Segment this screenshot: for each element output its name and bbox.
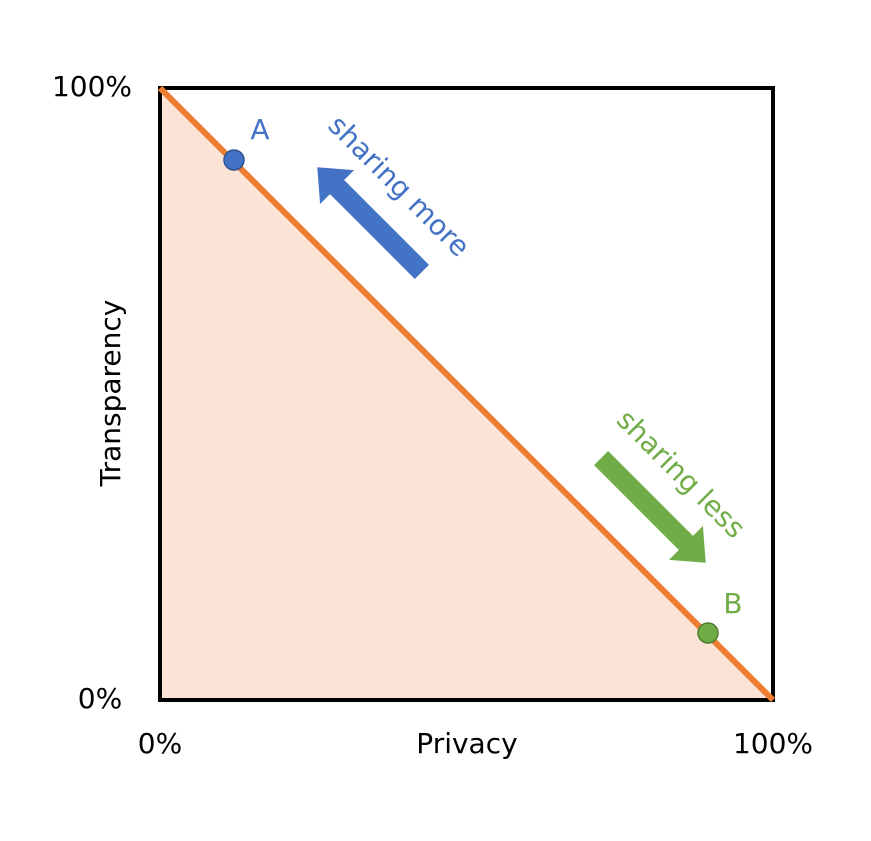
point-a <box>223 149 245 171</box>
y-tick-label: 100% <box>52 70 132 103</box>
arrow-less <box>594 451 706 563</box>
point-label: B <box>723 587 742 620</box>
y-tick-label: 0% <box>78 682 122 715</box>
frontier-line <box>157 85 776 703</box>
x-axis-label: Privacy <box>416 727 517 760</box>
x-tick-label: 100% <box>733 727 813 760</box>
y-axis-label: Transparency <box>94 300 127 488</box>
point-b <box>697 622 719 644</box>
point-label: A <box>250 113 269 146</box>
arrow-more <box>317 167 429 279</box>
frame <box>158 86 775 702</box>
x-tick-label: 0% <box>138 727 182 760</box>
arrow-label: sharing less <box>610 403 752 545</box>
